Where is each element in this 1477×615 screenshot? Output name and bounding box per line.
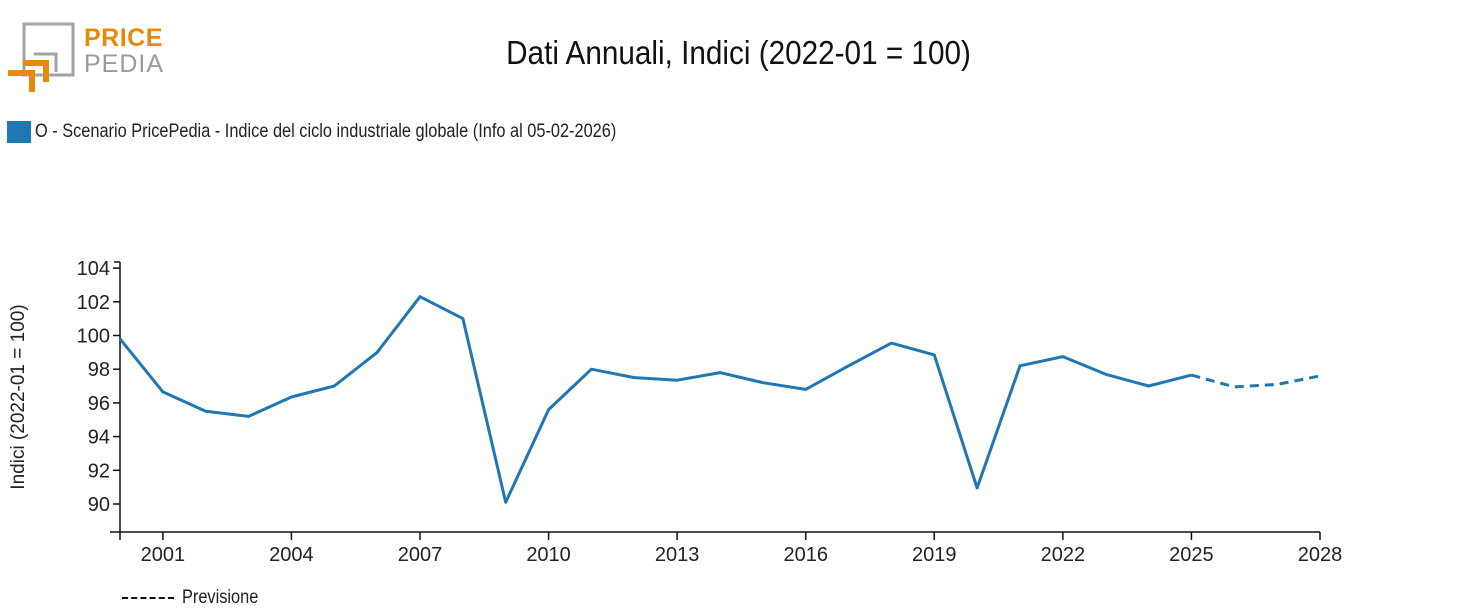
x-tick-label: 2019: [912, 544, 957, 566]
y-tick-label: 96: [88, 393, 110, 415]
y-tick-label: 94: [88, 427, 110, 449]
x-tick-label: 2001: [141, 544, 186, 566]
x-tick-label: 2007: [398, 544, 443, 566]
x-tick-label: 2016: [783, 544, 828, 566]
y-tick-label: 100: [77, 326, 110, 348]
chart-title: Dati Annuali, Indici (2022-01 = 100): [506, 34, 971, 71]
y-tick-label: 102: [77, 292, 110, 314]
x-axis: 2001 2004 2007 2010 2013 2016 2019 2022 2025 2028: [110, 531, 1343, 566]
x-tick-label: 2013: [655, 544, 700, 566]
y-tick-label: 92: [88, 460, 110, 482]
x-tick-label: 2004: [269, 544, 314, 566]
pricepedia-logo: PRICE PEDIA: [6, 20, 166, 94]
logo-mark-icon: [8, 22, 75, 92]
y-tick-label: 98: [88, 359, 110, 381]
forecast-legend: Previsione: [122, 587, 271, 609]
logo-text-price: PRICE: [84, 24, 163, 52]
x-tick-label: 2022: [1041, 544, 1086, 566]
forecast-legend-label: Previsione: [182, 587, 259, 608]
legend-swatch-icon: [7, 121, 31, 143]
series-legend[interactable]: O - Scenario PricePedia - Indice del cic…: [7, 121, 711, 143]
y-tick-label: 90: [88, 494, 110, 516]
x-tick-label: 2028: [1298, 544, 1343, 566]
x-tick-label: 2010: [526, 544, 571, 566]
logo-text-pedia: PEDIA: [84, 50, 165, 78]
series-line-forecast: [1191, 373, 1321, 389]
x-tick-label: 2025: [1169, 544, 1214, 566]
y-axis: 90 92 94 96 98 100 102 104: [77, 258, 121, 532]
dashed-line-icon: [122, 597, 174, 599]
series-line-actual: [118, 295, 1192, 504]
legend-label: O - Scenario PricePedia - Indice del cic…: [35, 121, 617, 142]
y-axis-label: Indici (2022-01 = 100): [8, 304, 29, 489]
y-tick-label: 104: [77, 258, 110, 280]
